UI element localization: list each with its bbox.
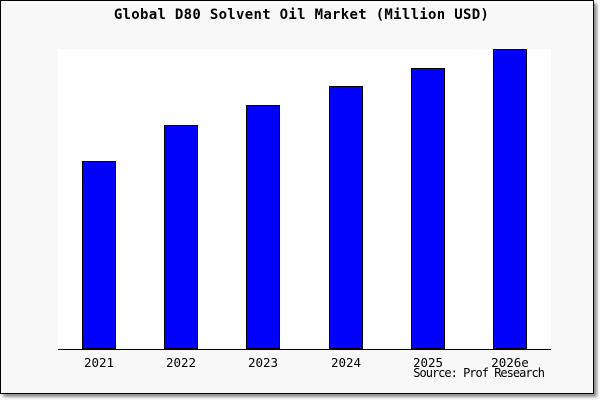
- bar-2024: [329, 86, 363, 349]
- x-tick-label-2026e: 2026e: [491, 355, 529, 370]
- bar-2021: [82, 161, 116, 349]
- x-tick-label-2025: 2025: [412, 355, 444, 370]
- bar-2023: [246, 105, 280, 349]
- x-tick-label-2022: 2022: [165, 355, 197, 370]
- bar-2022: [164, 125, 198, 349]
- bar-2025: [411, 68, 445, 349]
- x-tick-label-2021: 2021: [83, 355, 115, 370]
- chart-panel: Global D80 Solvent Oil Market (Million U…: [0, 0, 594, 394]
- bar-2026e: [493, 49, 527, 349]
- chart-title: Global D80 Solvent Oil Market (Million U…: [113, 7, 490, 23]
- x-tick-label-2023: 2023: [247, 355, 279, 370]
- plot-area: [58, 49, 551, 350]
- source-text: Source: Prof Research: [413, 366, 545, 380]
- x-tick-label-2024: 2024: [330, 355, 362, 370]
